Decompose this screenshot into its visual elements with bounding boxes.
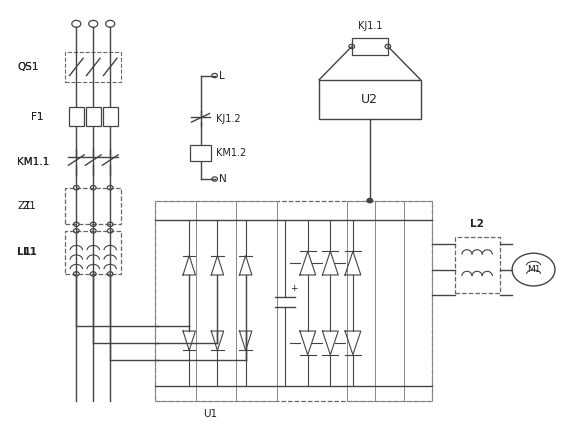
Bar <box>352 38 388 55</box>
Text: L1: L1 <box>17 247 31 257</box>
Bar <box>65 231 122 274</box>
Text: L1: L1 <box>22 247 36 257</box>
Text: KM1.1: KM1.1 <box>17 157 50 167</box>
Text: U1: U1 <box>203 409 218 419</box>
Text: QS1: QS1 <box>17 62 39 72</box>
Text: KJ1.1: KJ1.1 <box>358 21 382 31</box>
Bar <box>65 52 122 82</box>
Text: N: N <box>218 174 226 184</box>
Bar <box>156 201 432 401</box>
Text: L2: L2 <box>470 219 484 229</box>
Text: KJ1.2: KJ1.2 <box>217 114 241 124</box>
Text: U2: U2 <box>361 93 378 106</box>
Text: Z1: Z1 <box>22 201 36 211</box>
Text: F1: F1 <box>31 111 44 121</box>
Text: KM1.1: KM1.1 <box>17 157 50 167</box>
Text: F1: F1 <box>31 111 44 121</box>
Bar <box>86 107 101 126</box>
Text: L: L <box>218 70 224 81</box>
Bar <box>319 80 420 119</box>
Text: M1: M1 <box>527 265 540 274</box>
Bar <box>65 187 122 224</box>
Text: KM1.2: KM1.2 <box>217 148 247 158</box>
Text: +: + <box>290 285 297 293</box>
Text: Z1: Z1 <box>17 201 31 211</box>
Bar <box>190 145 211 161</box>
Text: QS1: QS1 <box>17 62 39 72</box>
Bar <box>454 237 499 293</box>
Circle shape <box>367 198 373 203</box>
Bar <box>103 107 118 126</box>
Bar <box>69 107 84 126</box>
